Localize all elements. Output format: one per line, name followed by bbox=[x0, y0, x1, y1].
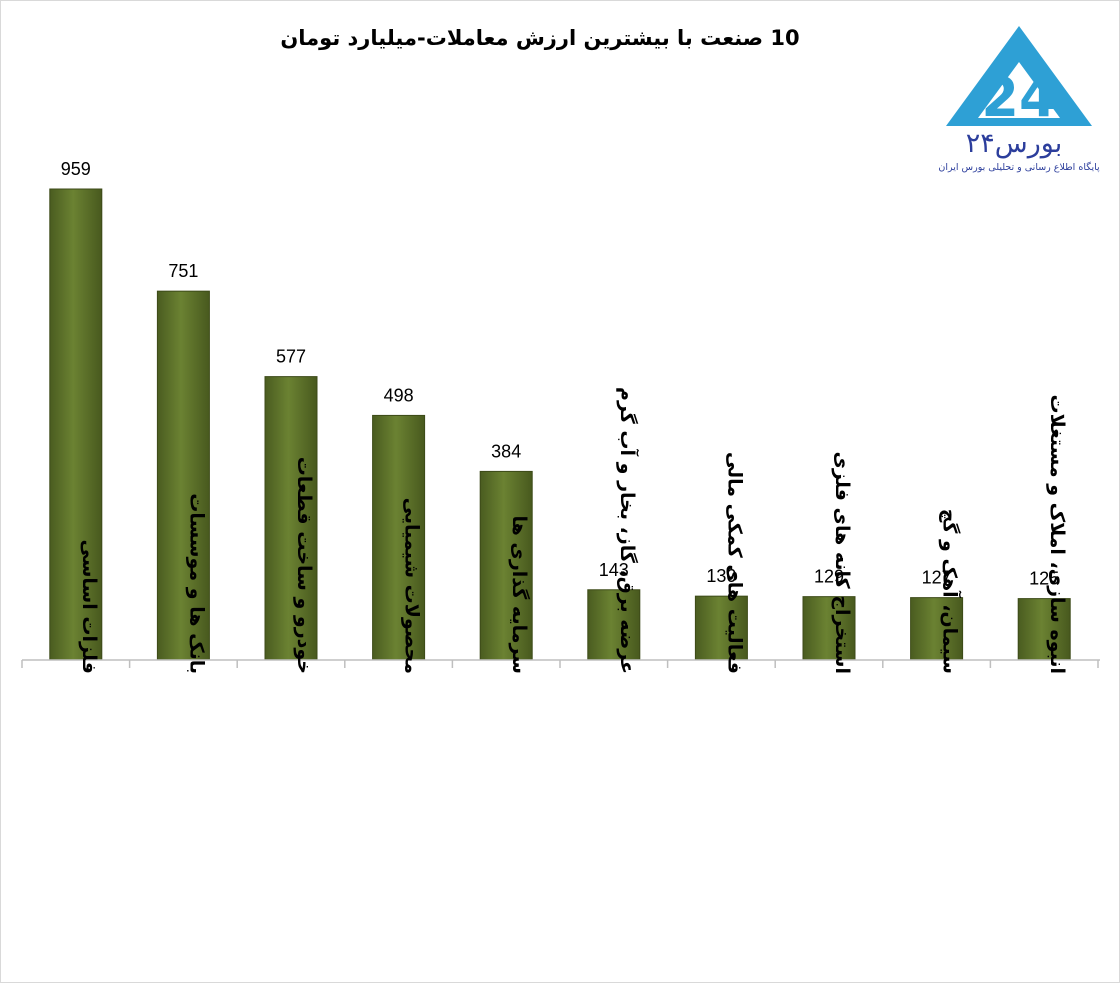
data-label-2: 751 bbox=[168, 261, 198, 281]
data-label-5: 384 bbox=[491, 441, 521, 461]
data-label-6: 143 bbox=[599, 560, 629, 580]
bar-1 bbox=[49, 188, 103, 661]
category-label-8: استخراج کانه های فلزی bbox=[831, 451, 853, 674]
bar-3 bbox=[264, 376, 318, 661]
category-label-3: خودرو و ساخت قطعات bbox=[293, 457, 315, 674]
data-label-10: 125 bbox=[1029, 569, 1059, 589]
data-label-3: 577 bbox=[276, 347, 306, 367]
category-label-9: سیمان، آهک و گچ bbox=[939, 509, 963, 674]
data-label-7: 130 bbox=[706, 566, 736, 586]
bar-9 bbox=[910, 597, 964, 661]
logo-triangle-icon: 24 bbox=[946, 26, 1092, 129]
svg-text:24: 24 bbox=[981, 66, 1056, 129]
category-label-1: فلزات اساسی bbox=[78, 540, 100, 674]
logo-name: بورس۲۴ bbox=[965, 128, 1063, 159]
data-label-4: 498 bbox=[384, 385, 414, 405]
category-label-4: محصولات شیمیایی bbox=[401, 498, 423, 674]
category-label-10: انبوه سازی، املاک و مستغلات bbox=[1046, 395, 1068, 674]
category-label-5: سرمایه گذاری ها bbox=[508, 516, 531, 675]
bar-6 bbox=[587, 589, 641, 661]
logo-tagline: پایگاه اطلاع رسانی و تحلیلی بورس ایران bbox=[938, 162, 1100, 173]
data-label-1: 959 bbox=[61, 159, 91, 179]
category-label-6: عرضه برق، گاز، بخار و آب گرم bbox=[616, 387, 640, 674]
chart-title: 10 صنعت با بیشترین ارزش معاملات-میلیارد … bbox=[280, 26, 800, 50]
bar-5 bbox=[479, 470, 533, 661]
data-label-9: 127 bbox=[922, 568, 952, 588]
bar-7 bbox=[694, 595, 748, 661]
data-label-8: 129 bbox=[814, 567, 844, 587]
category-label-2: بانک ها و موسسات bbox=[185, 493, 207, 674]
category-label-7: فعالیت های کمکی مالی bbox=[723, 452, 745, 674]
